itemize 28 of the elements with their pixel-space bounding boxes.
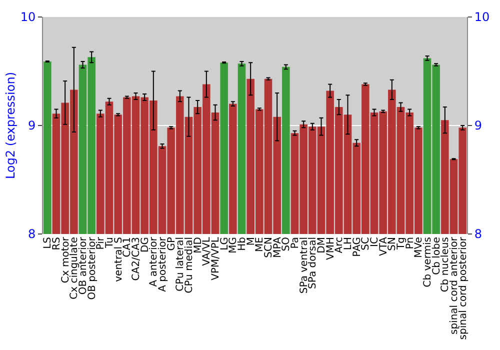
y-tick-label: 9 xyxy=(28,118,36,133)
x-tick-label: DM xyxy=(316,237,328,254)
x-tick-label: MVe xyxy=(414,237,425,258)
x-tick-label: A posterior xyxy=(158,236,168,292)
x-tick-label: SCN xyxy=(264,237,274,258)
y-tick-label: 10 xyxy=(20,10,36,24)
x-tick-label: IC xyxy=(370,236,380,247)
x-tick-label: LH xyxy=(343,237,354,250)
x-tick-label: OB posterior xyxy=(86,236,98,300)
x-tick-label: VPM/VPL xyxy=(210,236,222,280)
x-tick-label: Tg xyxy=(396,237,407,250)
x-tick-label: Tu xyxy=(104,237,116,249)
x-tick-label: CPu medial xyxy=(184,237,195,294)
x-tick-label: OB anterior xyxy=(78,236,89,295)
x-tick-label: DG xyxy=(140,237,151,252)
y-axis-title: Log2 (expression) xyxy=(4,72,18,179)
y2-tick-label: 8 xyxy=(474,227,482,242)
x-tick-label: Pa xyxy=(290,237,301,249)
y-tick-label: 8 xyxy=(28,227,36,242)
x-tick-label: spinal cord anterior xyxy=(449,236,460,334)
x-tick-label: Hb xyxy=(237,237,248,251)
x-tick-label: RS xyxy=(52,237,62,250)
y2-tick-label: 10 xyxy=(474,10,490,24)
x-tick-label: CA2/CA3 xyxy=(131,237,142,281)
y2-tick-label: 9 xyxy=(474,118,482,133)
x-tick-label: spinal cord posterior xyxy=(458,236,469,340)
x-tick-label: GP xyxy=(166,237,178,251)
x-tick-label: Cb lobe xyxy=(431,237,442,275)
